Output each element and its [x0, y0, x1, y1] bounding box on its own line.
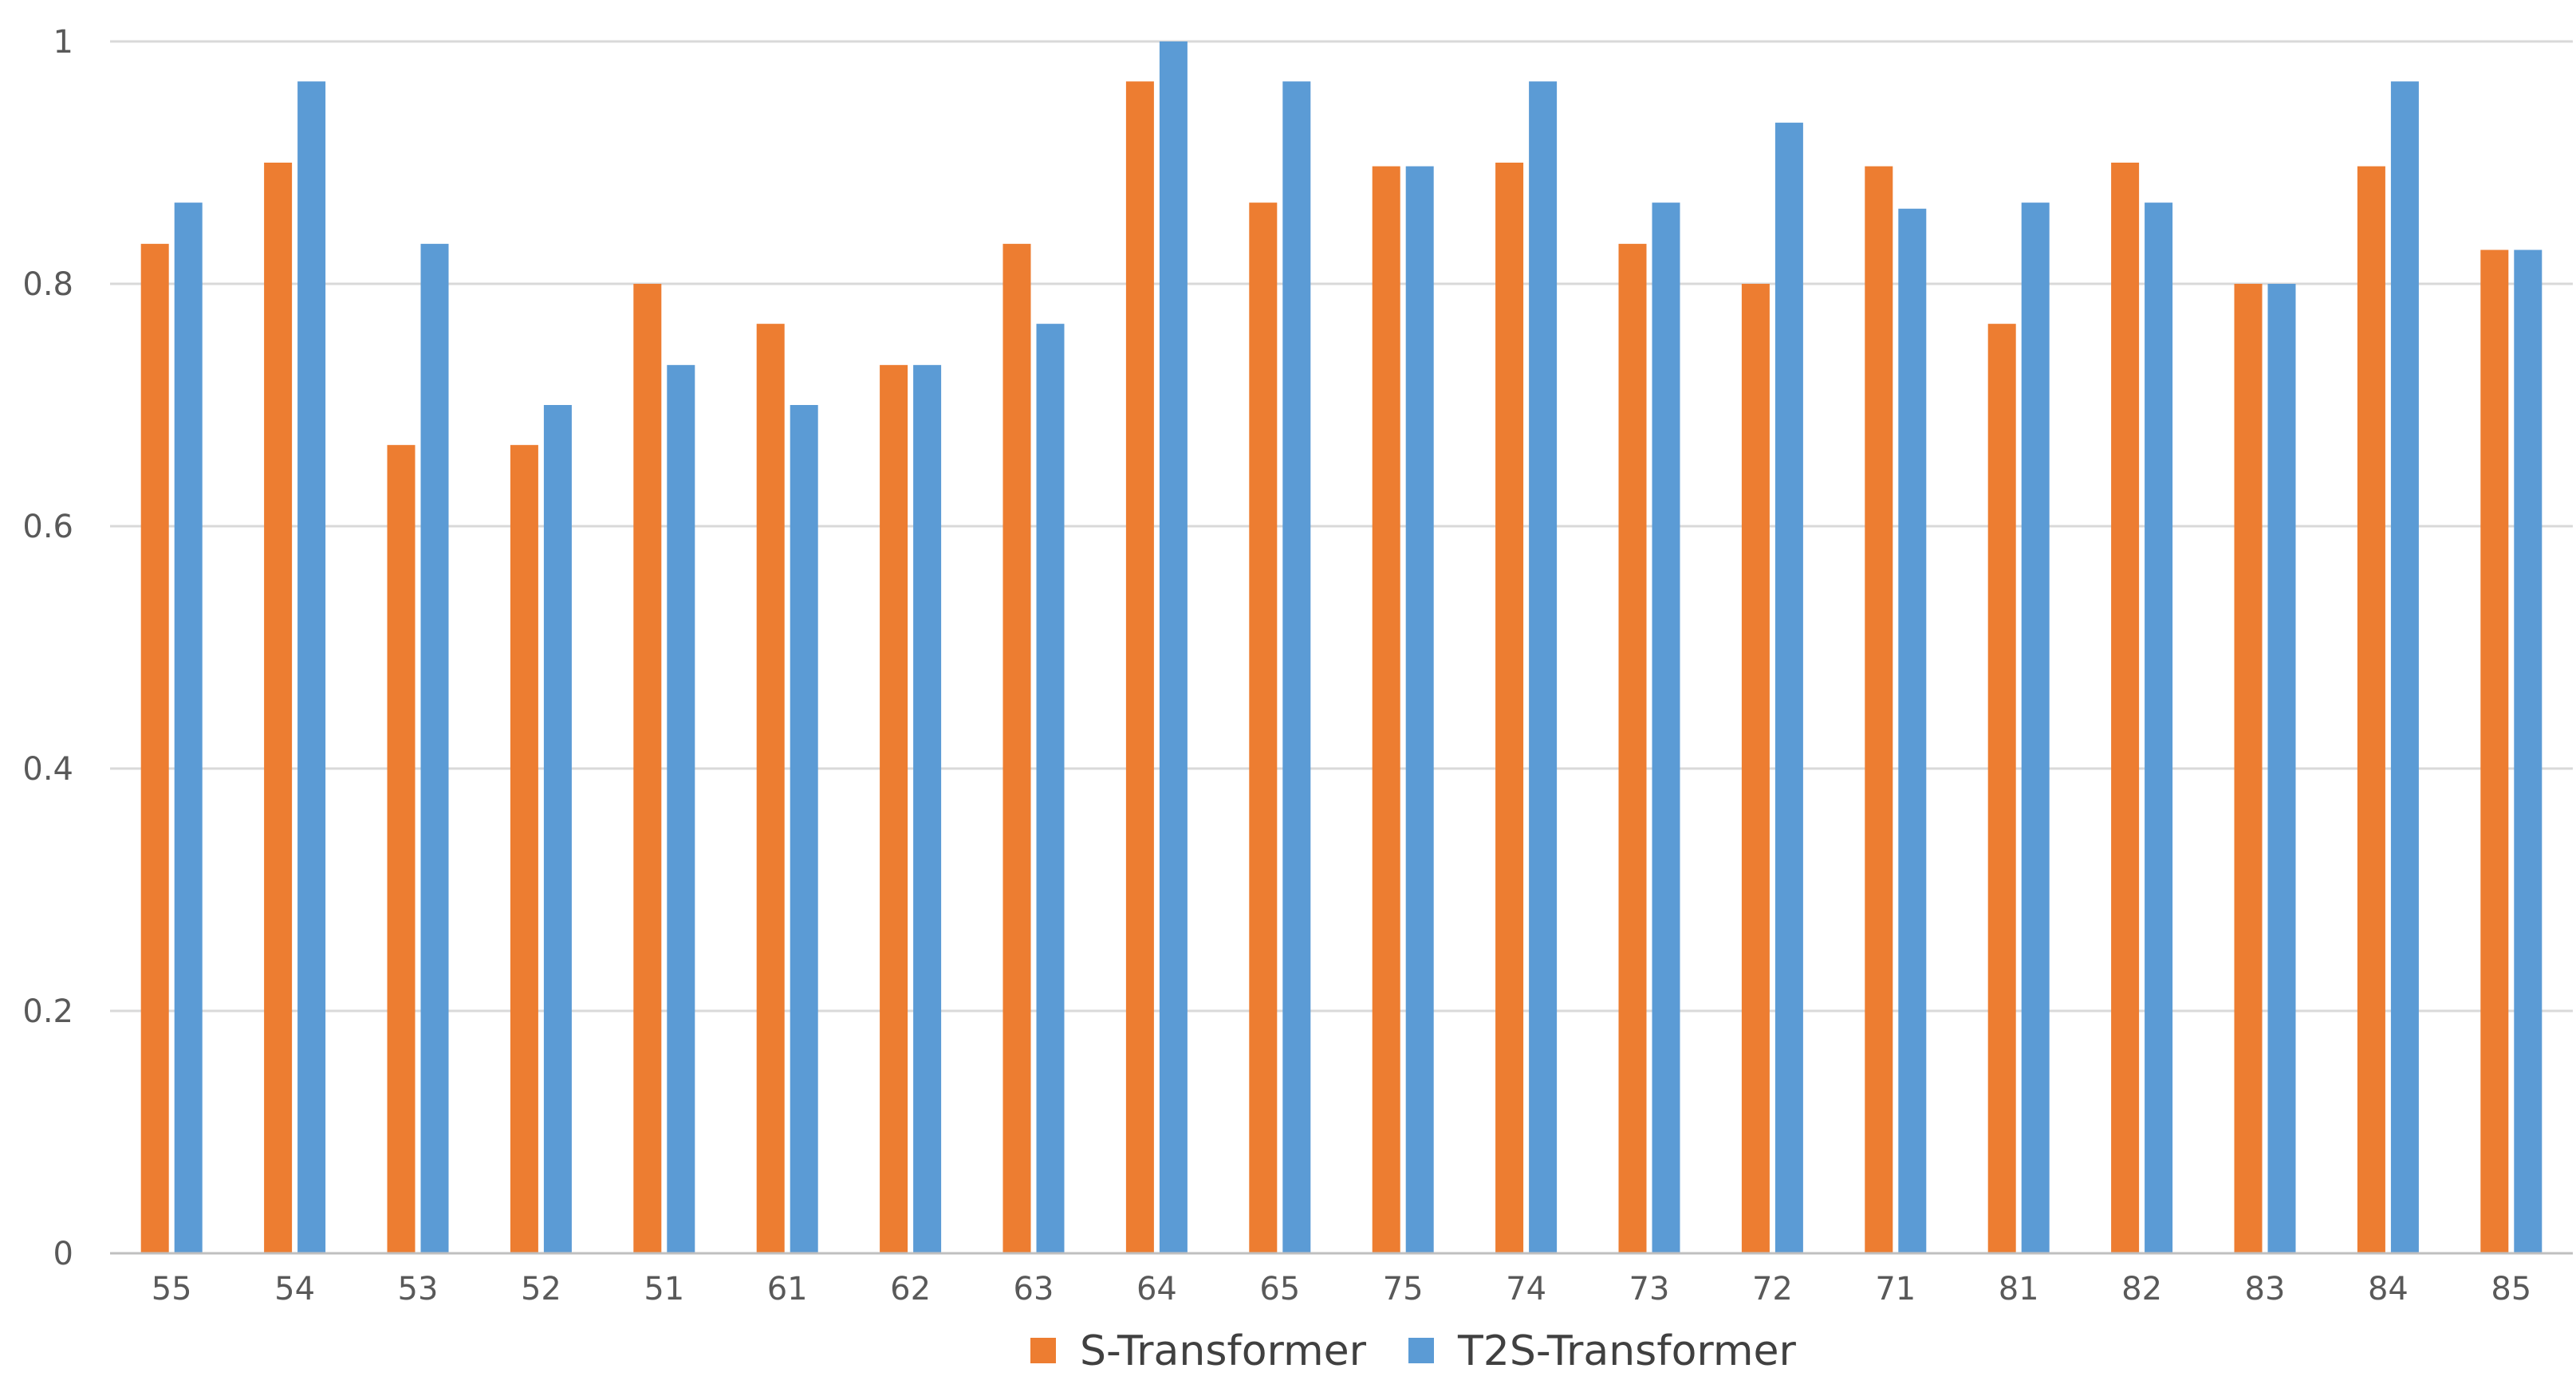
y-tick-label: 0.2 [22, 993, 73, 1030]
bar-t2s-transformer-72 [1774, 122, 1803, 1254]
bar-t2s-transformer-81 [2021, 203, 2050, 1253]
x-tick-label: 53 [398, 1271, 439, 1307]
x-tick-label: 62 [890, 1271, 931, 1307]
x-tick-label: 84 [2368, 1271, 2409, 1307]
bar-t2s-transformer-71 [1898, 208, 1927, 1253]
bar-t2s-transformer-54 [297, 81, 326, 1253]
x-tick-label: 83 [2245, 1271, 2286, 1307]
bar-s-transformer-82 [2111, 163, 2140, 1253]
bar-t2s-transformer-62 [913, 364, 942, 1254]
gridlines [110, 40, 2573, 1013]
bar-t2s-transformer-84 [2390, 81, 2419, 1253]
bar-s-transformer-85 [2480, 250, 2509, 1254]
x-tick-label: 75 [1383, 1271, 1424, 1307]
bar-t2s-transformer-73 [1652, 203, 1680, 1253]
x-tick-label: 51 [644, 1271, 684, 1307]
y-tick-label: 0.8 [22, 266, 73, 303]
bar-t2s-transformer-53 [420, 243, 449, 1254]
bar-s-transformer-71 [1865, 166, 1893, 1253]
bar-s-transformer-75 [1372, 166, 1400, 1253]
x-axis-ticks: 55 54 53 52 51 61 62 63 64 65 75 74 73 72 71 81 82 83 84 85 [152, 1271, 2532, 1307]
x-tick-label: 72 [1752, 1271, 1793, 1307]
x-tick-label: 64 [1136, 1271, 1177, 1307]
bar-t2s-transformer-64 [1159, 41, 1188, 1253]
x-tick-label: 65 [1259, 1271, 1300, 1307]
bar-s-transformer-61 [756, 324, 785, 1253]
bar-t2s-transformer-74 [1529, 81, 1558, 1253]
x-tick-label: 85 [2491, 1271, 2531, 1307]
legend-swatch-s-transformer [1030, 1338, 1056, 1363]
x-tick-label: 54 [274, 1271, 315, 1307]
x-tick-label: 61 [767, 1271, 808, 1307]
x-tick-label: 82 [2121, 1271, 2162, 1307]
bar-t2s-transformer-63 [1036, 324, 1065, 1253]
bar-s-transformer-74 [1495, 163, 1524, 1253]
bar-s-transformer-81 [1987, 324, 2016, 1253]
bar-s-transformer-64 [1125, 81, 1154, 1253]
bar-s-transformer-62 [880, 364, 908, 1254]
bar-s-transformer-73 [1618, 243, 1647, 1254]
bar-t2s-transformer-52 [543, 405, 572, 1253]
bars [140, 41, 2543, 1254]
x-tick-label: 63 [1014, 1271, 1054, 1307]
x-tick-label: 81 [1999, 1271, 2039, 1307]
bar-s-transformer-84 [2357, 166, 2385, 1253]
legend-label-t2s-transformer: T2S-Transformer [1457, 1327, 1796, 1375]
bar-t2s-transformer-55 [174, 203, 203, 1253]
bar-s-transformer-55 [140, 243, 169, 1254]
x-tick-label: 55 [152, 1271, 192, 1307]
y-tick-label: 0.6 [22, 509, 73, 545]
legend: S-Transformer T2S-Transformer [1030, 1327, 1796, 1375]
bar-s-transformer-54 [264, 163, 293, 1253]
bar-t2s-transformer-83 [2267, 284, 2296, 1253]
bar-s-transformer-53 [387, 445, 416, 1253]
y-tick-label: 1 [53, 24, 73, 61]
bar-s-transformer-63 [1002, 243, 1031, 1254]
bar-t2s-transformer-51 [667, 364, 695, 1254]
bar-t2s-transformer-65 [1282, 81, 1311, 1253]
bar-s-transformer-72 [1741, 284, 1770, 1253]
bar-t2s-transformer-61 [790, 405, 818, 1253]
bar-s-transformer-65 [1249, 203, 1278, 1253]
legend-label-s-transformer: S-Transformer [1080, 1327, 1367, 1375]
x-tick-label: 73 [1629, 1271, 1670, 1307]
x-tick-label: 71 [1875, 1271, 1916, 1307]
y-tick-label: 0 [53, 1236, 73, 1272]
x-tick-label: 74 [1506, 1271, 1546, 1307]
bar-t2s-transformer-82 [2145, 203, 2173, 1253]
bar-s-transformer-52 [510, 445, 538, 1253]
x-tick-label: 52 [521, 1271, 561, 1307]
bar-t2s-transformer-75 [1405, 166, 1434, 1253]
y-axis-ticks: 0 0.2 0.4 0.6 0.8 1 [22, 24, 73, 1272]
legend-swatch-t2s-transformer [1408, 1338, 1434, 1363]
bar-s-transformer-83 [2234, 284, 2263, 1253]
bar-s-transformer-51 [633, 284, 662, 1253]
bar-t2s-transformer-85 [2514, 250, 2543, 1254]
y-tick-label: 0.4 [22, 751, 73, 788]
